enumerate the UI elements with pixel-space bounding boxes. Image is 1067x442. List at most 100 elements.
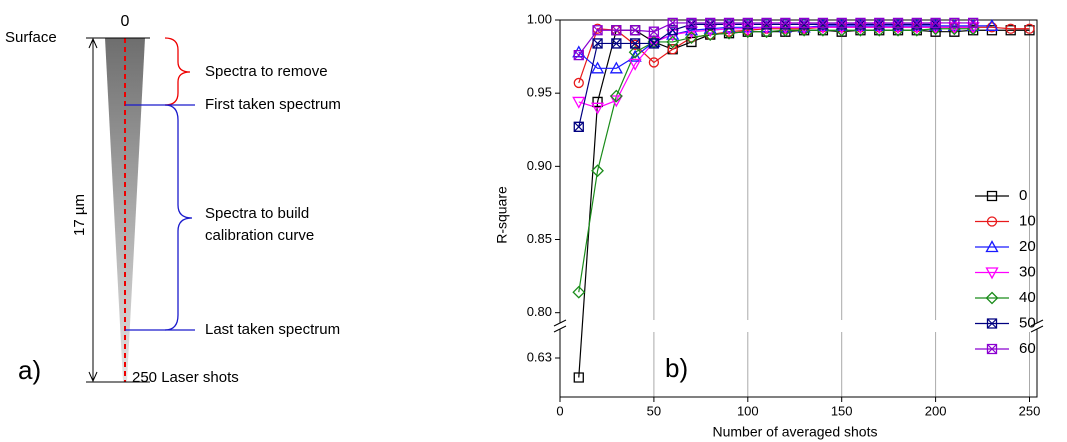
legend-marker (985, 240, 999, 253)
marker-cross (573, 121, 584, 132)
build-label: Spectra to build (205, 205, 309, 222)
marker-cross (817, 18, 828, 28)
data-point (573, 372, 584, 383)
x-tick-label: 100 (737, 403, 759, 418)
legend-label: 0 (1019, 187, 1027, 204)
data-point (986, 25, 998, 36)
legend-marker (985, 291, 999, 305)
axis-break (1030, 325, 1044, 333)
panel-label: a) (18, 355, 41, 385)
marker-cross (799, 18, 810, 28)
data-point (722, 26, 736, 40)
legend-marker (986, 190, 998, 202)
marker-cross (592, 38, 603, 49)
data-point (609, 95, 623, 108)
marker-cross (893, 18, 903, 28)
marker-cross (930, 18, 941, 28)
marker-cross (780, 18, 791, 28)
data-point (590, 102, 605, 115)
data-point (628, 49, 642, 62)
data-point (686, 32, 697, 43)
remove-bracket (164, 37, 191, 106)
x-tick-label: 250 (1019, 403, 1041, 418)
marker-cross (648, 26, 659, 37)
panel-label: b) (665, 353, 688, 383)
y-tick-label: 0.90 (527, 158, 552, 173)
series-line (578, 26, 974, 109)
data-point (647, 36, 661, 49)
data-point (666, 35, 680, 49)
series-line (578, 28, 974, 293)
data-point (985, 19, 999, 32)
marker-cross (911, 18, 922, 28)
marker-cross (836, 18, 847, 28)
y-axis-label: R-square (494, 186, 510, 244)
data-point (1005, 23, 1016, 34)
marker-cross (705, 18, 716, 28)
marker-cross (686, 18, 697, 28)
data-point (741, 25, 755, 39)
data-point (573, 77, 584, 89)
build-label: calibration curve (205, 227, 314, 244)
y-tick-label: 0.85 (527, 231, 552, 246)
data-point (686, 36, 697, 48)
axis-break (1030, 319, 1044, 327)
data-point (591, 164, 604, 178)
data-point (967, 25, 979, 36)
marker-cross (761, 18, 772, 28)
marker-cross (968, 18, 979, 28)
marker-cross (987, 318, 997, 329)
remove-label: Spectra to remove (205, 63, 328, 80)
axis-break (553, 325, 567, 333)
marker-cross (742, 18, 753, 28)
x-tick-label: 150 (831, 403, 853, 418)
x-tick-label: 200 (925, 403, 947, 418)
data-point (590, 61, 605, 74)
arrow-head (88, 371, 98, 383)
marker-cross (987, 344, 997, 354)
diagram: 0 Surface Spectra to remove First taken … (5, 13, 341, 386)
build-bracket (164, 104, 193, 331)
marker-cross (874, 18, 885, 28)
data-point (572, 285, 586, 299)
data-point (685, 31, 698, 44)
marker-cross (949, 18, 960, 28)
data-point (703, 28, 717, 42)
depth-label: 17 µm (71, 194, 88, 236)
y-tick-label: 0.80 (527, 304, 552, 319)
x-tick-label: 50 (647, 403, 661, 418)
data-point (667, 44, 678, 55)
legend-label: 30 (1019, 263, 1036, 280)
y-tick-label: 1.00 (527, 11, 552, 26)
data-point (628, 58, 642, 71)
data-point (628, 45, 642, 59)
legend-label: 60 (1019, 340, 1036, 357)
data-point (1024, 25, 1035, 36)
marker-cross (611, 38, 622, 49)
y-tick-label: 0.95 (527, 85, 552, 100)
legend-label: 50 (1019, 314, 1036, 331)
axis-frame (559, 19, 1038, 323)
data-point (705, 29, 716, 40)
marker-cross (855, 18, 866, 28)
marker-cross (648, 38, 659, 49)
legend-label: 40 (1019, 289, 1036, 306)
x-tick-label: 0 (556, 403, 563, 418)
marker-cross (573, 50, 584, 61)
data-point (609, 61, 623, 74)
marker-cross (611, 25, 622, 36)
marker-cross (667, 18, 678, 28)
axis-frame (559, 329, 1038, 398)
data-point (703, 25, 717, 38)
data-point (760, 25, 773, 39)
first-label: First taken spectrum (205, 96, 341, 113)
y-tick-label: 0.63 (527, 349, 552, 364)
data-point (648, 57, 660, 68)
marker-cross (592, 25, 603, 36)
surface-label: Surface (5, 29, 57, 46)
arrow-head (88, 37, 98, 49)
x-axis-label: Number of averaged shots (713, 424, 878, 440)
last-label: Last taken spectrum (205, 321, 340, 338)
series-line (578, 29, 1030, 378)
